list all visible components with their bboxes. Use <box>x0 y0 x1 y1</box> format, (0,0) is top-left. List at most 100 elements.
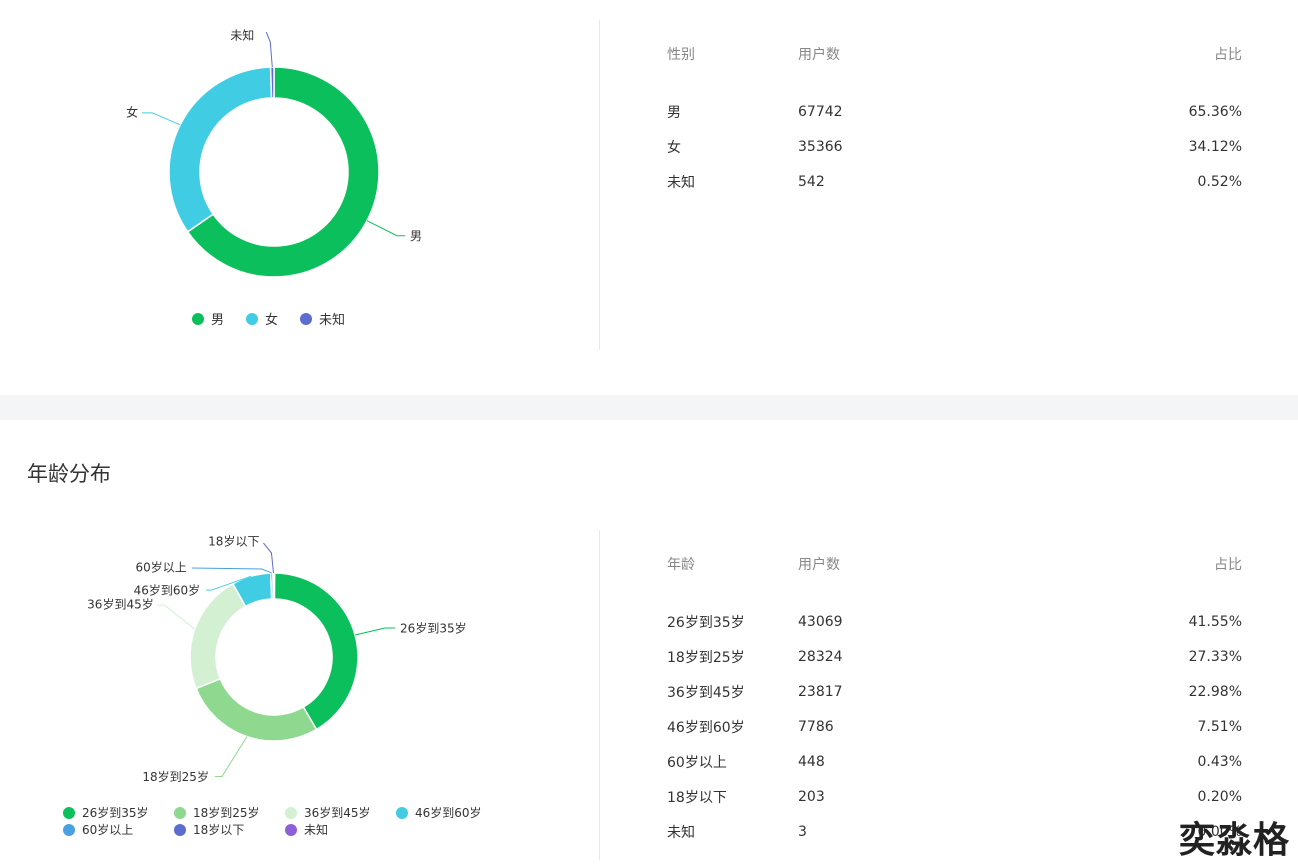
cell-category: 未知 <box>667 824 695 841</box>
cell-category: 26岁到35岁 <box>667 614 745 631</box>
donut-slice[interactable] <box>273 572 359 731</box>
cell-share: 22.98% <box>1188 683 1242 700</box>
table-row: 36岁到45岁 23817 22.98% <box>667 674 1242 709</box>
legend-label: 男 <box>211 313 225 328</box>
table-row: 18岁到25岁 28324 27.33% <box>667 639 1242 674</box>
legend-item[interactable]: 18岁到25岁 <box>174 804 285 821</box>
cell-category: 46岁到60岁 <box>667 719 745 736</box>
column-header-users: 用户数 <box>798 557 840 573</box>
table-row: 男 67742 65.36% <box>667 94 1242 129</box>
cell-share: 0.20% <box>1197 788 1242 805</box>
legend-dot-icon <box>285 823 297 836</box>
cell-users: 67742 <box>798 103 843 120</box>
cell-users: 448 <box>798 753 825 770</box>
legend-dot-icon <box>192 312 204 325</box>
legend-label: 36岁到45岁 <box>304 806 371 820</box>
column-header-users: 用户数 <box>798 47 840 63</box>
column-header-share: 占比 <box>1214 47 1242 63</box>
age-divider <box>599 530 600 860</box>
slice-label: 未知 <box>230 29 254 43</box>
legend-dot-icon <box>63 823 75 836</box>
column-header-gender: 性别 <box>667 47 695 63</box>
label-leader-line <box>206 575 252 591</box>
donut-slice[interactable] <box>269 66 275 99</box>
table-header-row: 性别 用户数 占比 <box>667 44 1242 64</box>
cell-share: 0.00% <box>1197 823 1242 840</box>
cell-category: 60岁以上 <box>667 754 727 771</box>
legend-label: 未知 <box>319 313 346 328</box>
slice-label: 男 <box>410 229 422 243</box>
slice-label: 18岁到25岁 <box>142 769 209 784</box>
legend-label: 女 <box>265 313 279 328</box>
donut-slice[interactable] <box>168 66 273 233</box>
cell-users: 542 <box>798 173 825 190</box>
legend-dot-icon <box>396 806 408 819</box>
age-legend: 26岁到35岁 18岁到25岁 36岁到45岁 46岁到60岁 60岁以上 18岁以下 未知 <box>63 804 523 838</box>
label-leader-line <box>142 112 181 126</box>
cell-share: 41.55% <box>1188 613 1242 630</box>
legend-item[interactable]: 26岁到35岁 <box>63 804 174 821</box>
cell-category: 18岁到25岁 <box>667 649 745 666</box>
gender-section: 男女未知 男女未知 性别 用户数 占比 男 67742 65.36% 女 35366 34… <box>0 0 1298 395</box>
gender-table: 性别 用户数 占比 男 67742 65.36% 女 35366 34.12% 未知 542 0… <box>667 44 1242 199</box>
cell-share: 27.33% <box>1188 648 1242 665</box>
legend-item[interactable]: 36岁到45岁 <box>285 804 396 821</box>
cell-category: 36岁到45岁 <box>667 684 745 701</box>
legend-item[interactable]: 18岁以下 <box>174 821 285 838</box>
slice-label: 18岁以下 <box>208 534 259 549</box>
legend-label: 60岁以上 <box>82 823 134 837</box>
legend-dot-icon <box>174 806 186 819</box>
legend-label: 未知 <box>304 823 329 837</box>
cell-users: 7786 <box>798 718 834 735</box>
legend-item[interactable]: 46岁到60岁 <box>396 804 507 821</box>
legend-dot-icon <box>285 806 297 819</box>
section-separator <box>0 395 1298 420</box>
cell-share: 7.51% <box>1197 718 1242 735</box>
table-row: 60岁以上 448 0.43% <box>667 744 1242 779</box>
legend-item[interactable]: 女 <box>246 310 279 328</box>
cell-users: 43069 <box>798 613 843 630</box>
donut-slice[interactable] <box>189 582 247 690</box>
cell-share: 0.52% <box>1197 173 1242 190</box>
donut-slice[interactable] <box>273 572 276 600</box>
donut-slice[interactable] <box>186 66 380 278</box>
table-row: 46岁到60岁 7786 7.51% <box>667 709 1242 744</box>
watermark-logo: 奕淼格 <box>1178 820 1290 861</box>
cell-users: 23817 <box>798 683 843 700</box>
label-leader-line <box>214 736 248 778</box>
legend-item[interactable]: 60岁以上 <box>63 821 174 838</box>
gender-donut-chart: 男 女 未知 <box>126 29 422 278</box>
cell-category: 女 <box>667 139 681 156</box>
slice-label: 60岁以上 <box>136 560 187 575</box>
legend-dot-icon <box>246 312 259 325</box>
table-row: 26岁到35岁 43069 41.55% <box>667 604 1242 639</box>
table-header-row: 年龄 用户数 占比 <box>667 554 1242 574</box>
table-row: 未知 542 0.52% <box>667 164 1242 199</box>
gender-legend: 男 女 未知 <box>192 310 367 328</box>
slice-label: 女 <box>126 104 138 119</box>
legend-dot-icon <box>300 312 313 325</box>
table-spacer <box>667 64 1242 94</box>
legend-item[interactable]: 未知 <box>285 821 396 838</box>
column-header-share: 占比 <box>1214 557 1242 573</box>
slice-label: 36岁到45岁 <box>87 597 154 612</box>
age-section: 年龄分布 26岁到35岁 18岁到25岁 36岁到45岁 46岁到60岁 60岁以上 18… <box>0 420 1298 865</box>
cell-users: 28324 <box>798 648 843 665</box>
label-leader-line <box>157 604 196 630</box>
table-spacer <box>667 574 1242 604</box>
table-row: 未知 3 0.00% <box>667 814 1242 849</box>
label-leader-line <box>354 627 396 636</box>
legend-item[interactable]: 未知 <box>300 310 346 328</box>
legend-item[interactable]: 男 <box>192 310 225 328</box>
cell-users: 35366 <box>798 138 843 155</box>
cell-users: 203 <box>798 788 825 805</box>
label-leader-line <box>366 220 406 237</box>
donut-slice[interactable] <box>195 677 318 742</box>
gender-divider <box>599 20 600 350</box>
cell-share: 65.36% <box>1188 103 1242 120</box>
cell-share: 0.43% <box>1197 753 1242 770</box>
age-section-title: 年龄分布 <box>27 462 111 486</box>
slice-label: 46岁到60岁 <box>134 583 201 598</box>
legend-label: 26岁到35岁 <box>82 806 149 820</box>
